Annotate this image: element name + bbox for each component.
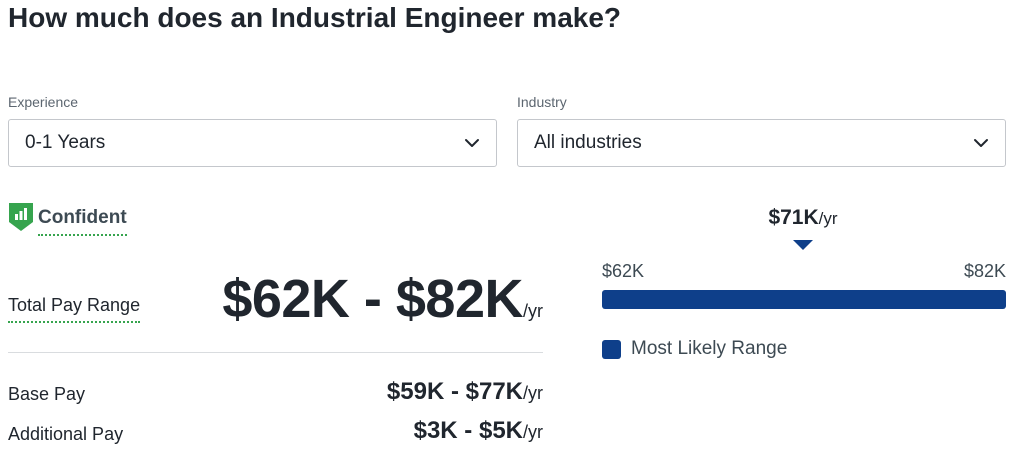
median-amount: $71K [768, 206, 819, 229]
additional-pay-label: Additional Pay [8, 424, 124, 444]
industry-select[interactable]: All industries [517, 119, 1006, 167]
total-pay-amount: $62K - $82K [222, 269, 523, 329]
additional-pay-amount: $3K - $5K [413, 417, 523, 444]
range-min-label: $62K [602, 261, 645, 281]
experience-label: Experience [8, 94, 79, 110]
median-pay: $71K/yr [768, 206, 837, 230]
range-max-label: $82K [963, 261, 1006, 281]
industry-label: Industry [517, 94, 567, 110]
base-pay-value: $59K - $77K/yr [387, 378, 543, 406]
range-legend: Most Likely Range [602, 338, 787, 360]
most-likely-range-bar [602, 290, 1006, 309]
additional-pay-unit: /yr [523, 422, 543, 442]
total-pay-unit: /yr [523, 301, 543, 321]
confidence-badge[interactable]: Confident [8, 202, 127, 236]
base-pay-unit: /yr [523, 383, 543, 403]
legend-label: Most Likely Range [631, 338, 788, 359]
confidence-label: Confident [38, 207, 127, 236]
bar-chart-shield-icon [9, 203, 33, 231]
divider [8, 352, 543, 353]
additional-pay-value: $3K - $5K/yr [414, 417, 543, 445]
chevron-down-icon [974, 139, 988, 147]
median-marker-icon [793, 240, 813, 250]
page-title: How much does an Industrial Engineer mak… [8, 2, 622, 33]
chevron-down-icon [465, 139, 479, 147]
total-pay-range-value: $62K - $82K/yr [222, 268, 543, 330]
base-pay-amount: $59K - $77K [386, 378, 523, 405]
experience-select[interactable]: 0-1 Years [8, 119, 497, 167]
industry-value: All industries [534, 132, 642, 153]
total-pay-range-label[interactable]: Total Pay Range [8, 295, 141, 323]
base-pay-label: Base Pay [8, 384, 86, 404]
median-unit: /yr [818, 209, 838, 228]
experience-value: 0-1 Years [25, 132, 106, 153]
legend-swatch [602, 339, 621, 359]
